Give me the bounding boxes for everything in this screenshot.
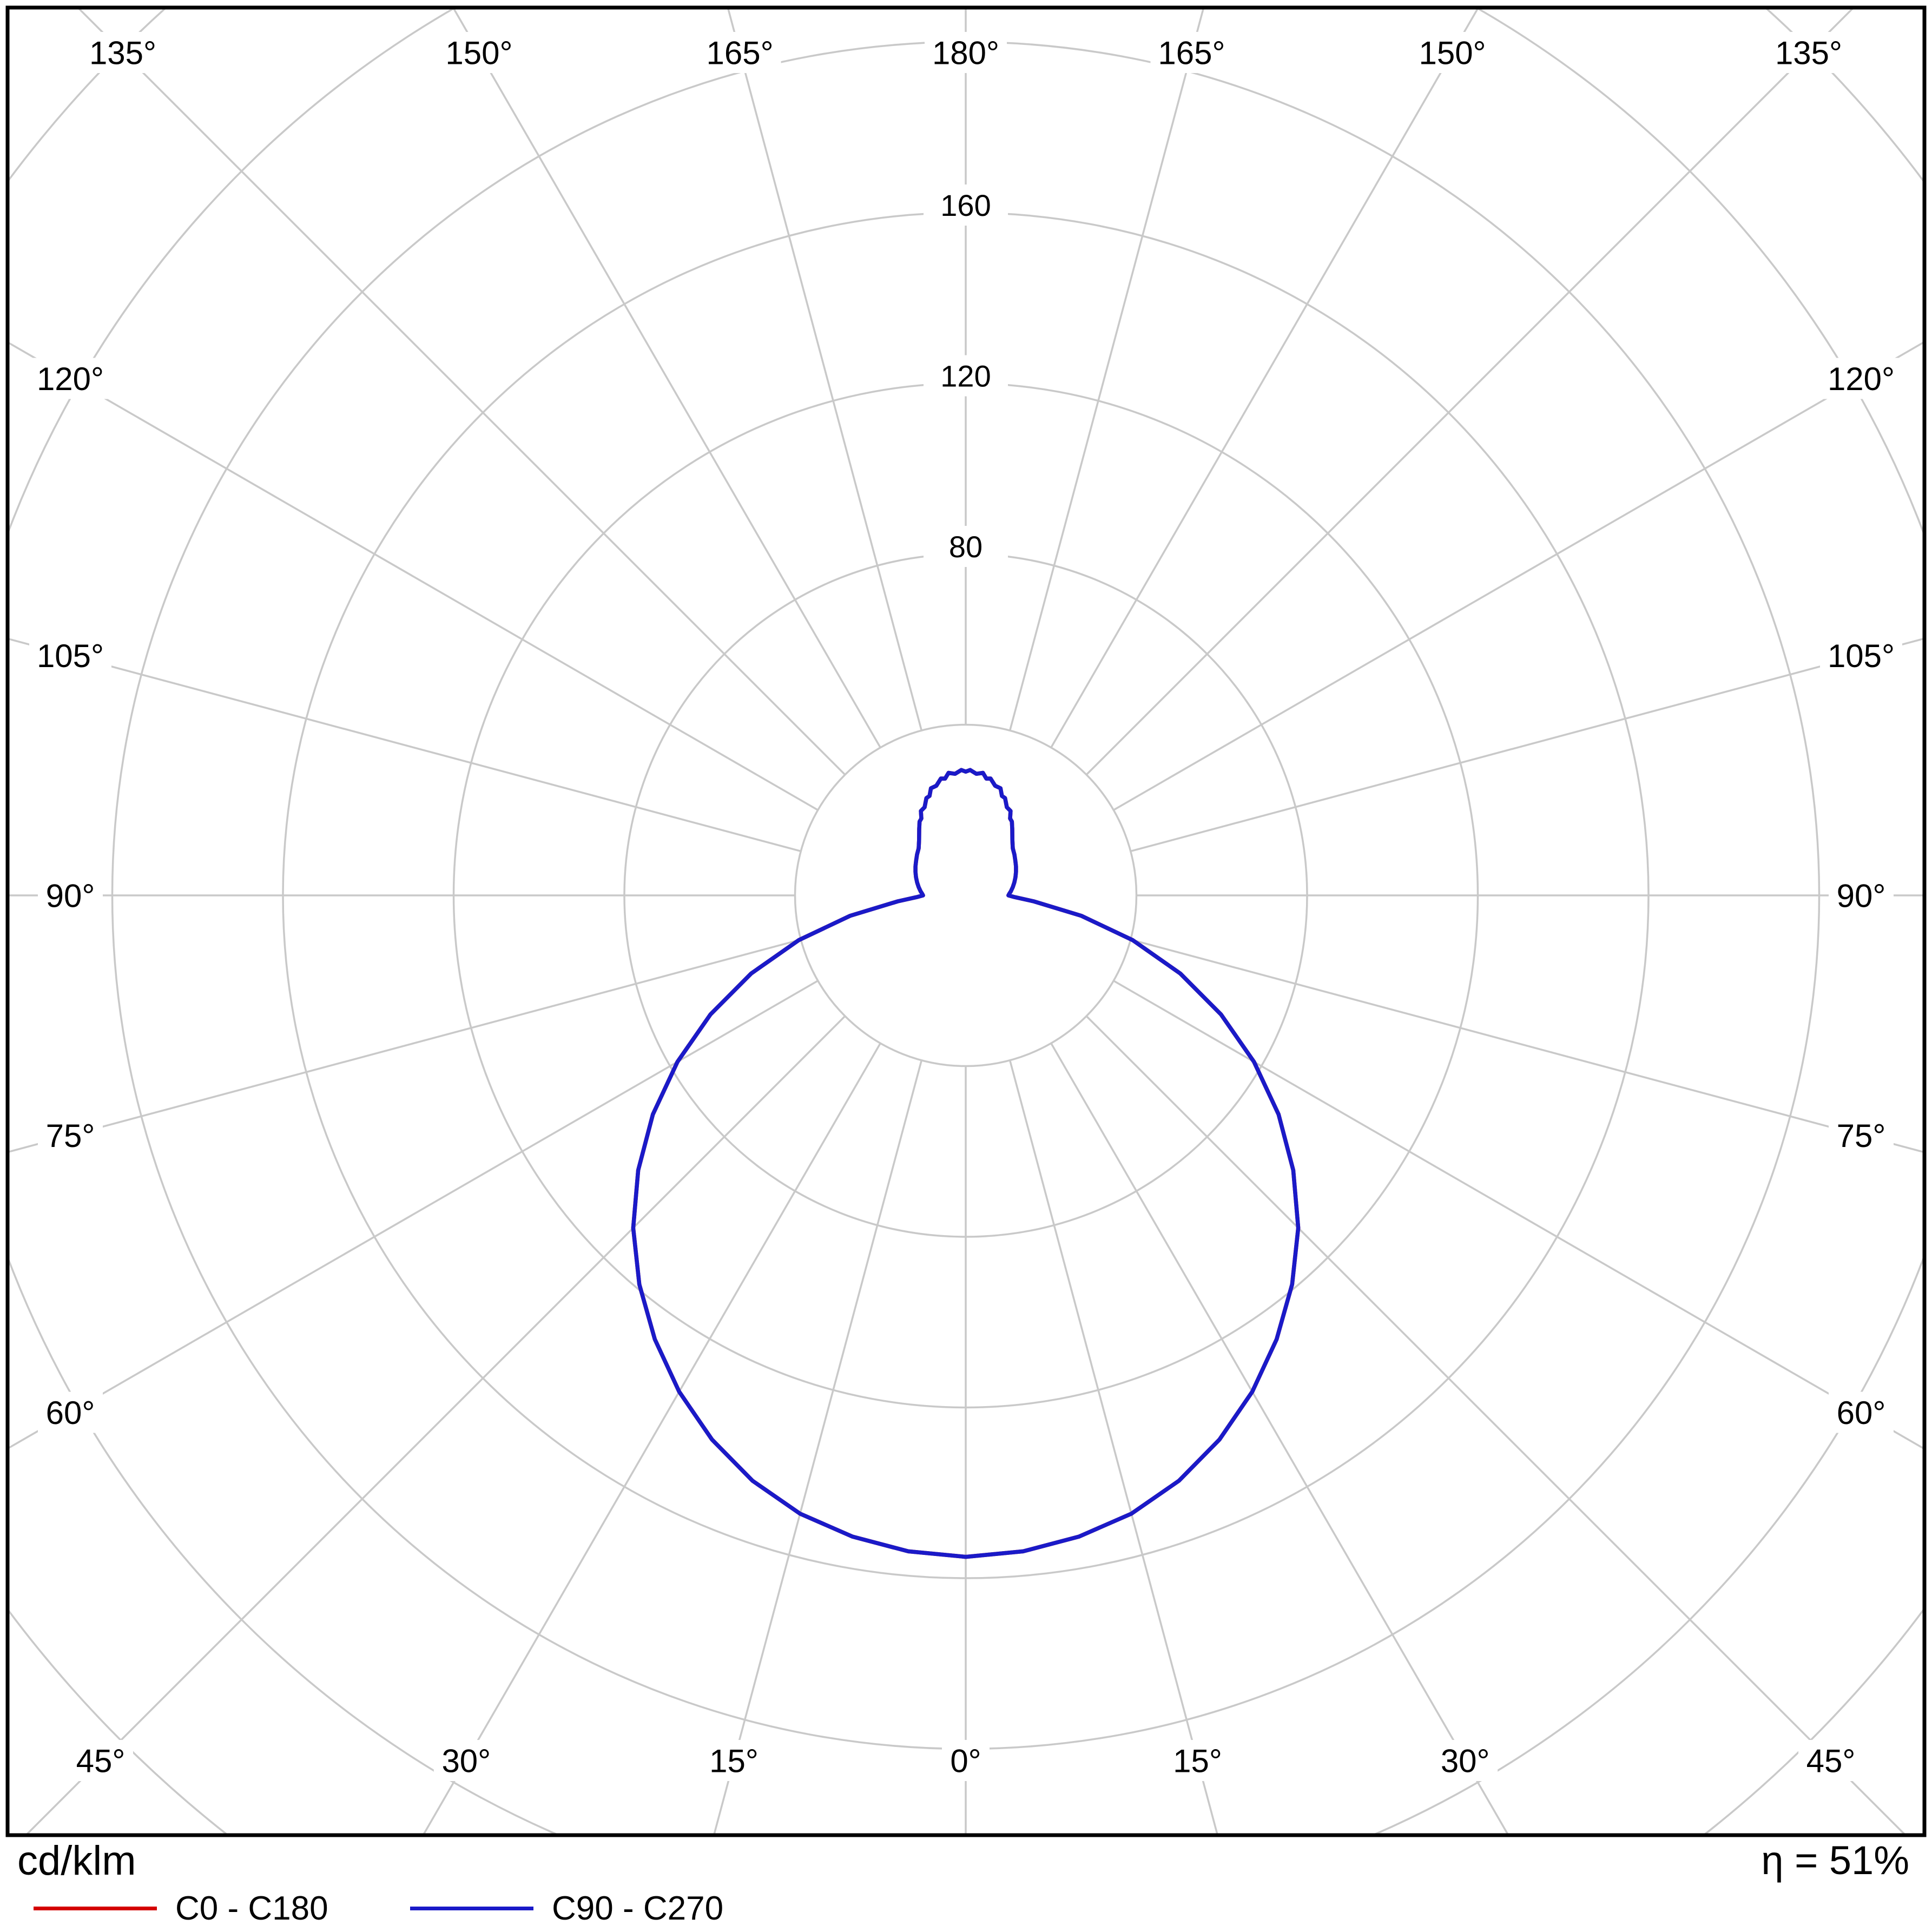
grid-spoke [8, 980, 819, 1450]
angle-label: 90° [1837, 878, 1886, 914]
angle-label: 105° [37, 638, 104, 674]
angle-label-bg [38, 1115, 103, 1156]
angle-label-bg [82, 32, 164, 73]
angle-label: 15° [1173, 1743, 1222, 1779]
angle-label-bg [1433, 1740, 1498, 1781]
grid-spoke [8, 938, 801, 1153]
angle-label-bg [29, 635, 111, 676]
angle-label-bg [1829, 1392, 1894, 1433]
radial-tick-label: 120 [940, 359, 991, 393]
grid-spoke [727, 8, 923, 731]
angle-label-bg [438, 32, 520, 73]
grid-spoke [1008, 8, 1205, 731]
radial-tick-label: 80 [949, 530, 983, 564]
angle-label-bg [942, 1740, 990, 1781]
angle-label: 15° [709, 1743, 759, 1779]
radial-tick-bg [924, 526, 1008, 567]
angle-label: 165° [706, 35, 773, 71]
angle-label-bg [38, 875, 103, 916]
angle-label: 150° [1419, 35, 1486, 71]
angle-label-bg [29, 358, 111, 399]
grid-spoke [452, 8, 881, 748]
angle-label: 75° [46, 1118, 95, 1154]
angle-label-bg [698, 32, 781, 73]
angle-label: 75° [1837, 1118, 1886, 1154]
angle-label: 105° [1828, 638, 1895, 674]
angle-label-bg [1829, 1115, 1894, 1156]
radial-tick-bg [924, 184, 1008, 226]
legend-item-c90-c270: C90 - C270 [410, 1889, 723, 1928]
angle-label-bg [1150, 32, 1233, 73]
grid-spoke [1130, 938, 1924, 1153]
angle-label: 60° [1837, 1395, 1886, 1431]
legend-label-c0-c180: C0 - C180 [175, 1890, 328, 1927]
chart-frame [5, 5, 1927, 1837]
angle-label: 165° [1158, 35, 1225, 71]
angle-label: 180° [932, 35, 999, 71]
angle-label-bg [433, 1740, 499, 1781]
angle-label: 135° [1775, 35, 1842, 71]
angle-label-bg [68, 1740, 133, 1781]
angle-label-bg [1165, 1740, 1230, 1781]
radial-tick-bg [924, 355, 1008, 397]
radial-tick-labels: 80 120 160 [924, 184, 1008, 567]
radial-tick-label: 160 [940, 188, 991, 222]
angle-label: 150° [445, 35, 512, 71]
legend-label-c90-c270: C90 - C270 [552, 1890, 724, 1927]
angle-label-bg [1798, 1740, 1863, 1781]
angle-label-bg [1768, 32, 1850, 73]
angle-label: 30° [441, 1743, 491, 1779]
legend-line-c0-c180-icon [34, 1907, 157, 1910]
grid-spoke [1050, 1043, 1509, 1835]
grid-spoke [1050, 8, 1480, 748]
grid-spoke [1113, 340, 1924, 811]
angle-label: 135° [89, 35, 156, 71]
angle-label-bg [925, 32, 1007, 73]
angle-labels: 0° 15° 30° 45° 60° 75° 90° 105° 120° 135° 150° 165°… [29, 32, 1902, 1781]
angle-label: 120° [37, 361, 104, 397]
angle-label-bg [38, 1392, 103, 1433]
grid-spoke [8, 637, 801, 853]
angle-label-bg [701, 1740, 767, 1781]
angle-label-bg [1829, 875, 1894, 916]
grid-spoke [713, 1060, 923, 1835]
unit-label: cd/klm [17, 1838, 136, 1884]
angle-label-bg [1820, 635, 1902, 676]
angle-label: 120° [1828, 361, 1895, 397]
grid-spoke [422, 1043, 881, 1835]
angle-label: 90° [46, 878, 95, 914]
angle-label-bg [1411, 32, 1494, 73]
curve-c90-c270 [631, 768, 1301, 1559]
angle-label: 45° [1806, 1743, 1856, 1779]
angle-label: 0° [950, 1743, 981, 1779]
legend-item-c0-c180: C0 - C180 [34, 1889, 328, 1928]
grid-spoke [1008, 1060, 1219, 1835]
legend-line-c90-c270-icon [410, 1907, 533, 1910]
angle-label: 60° [46, 1395, 95, 1431]
grid-spoke [1113, 980, 1924, 1450]
grid-spoke [1130, 637, 1924, 853]
grid-spoke [8, 341, 819, 811]
angle-label: 30° [1441, 1743, 1490, 1779]
angle-label: 45° [76, 1743, 126, 1779]
efficiency-label: η = 51% [1761, 1838, 1909, 1883]
angle-label-bg [1820, 358, 1902, 399]
